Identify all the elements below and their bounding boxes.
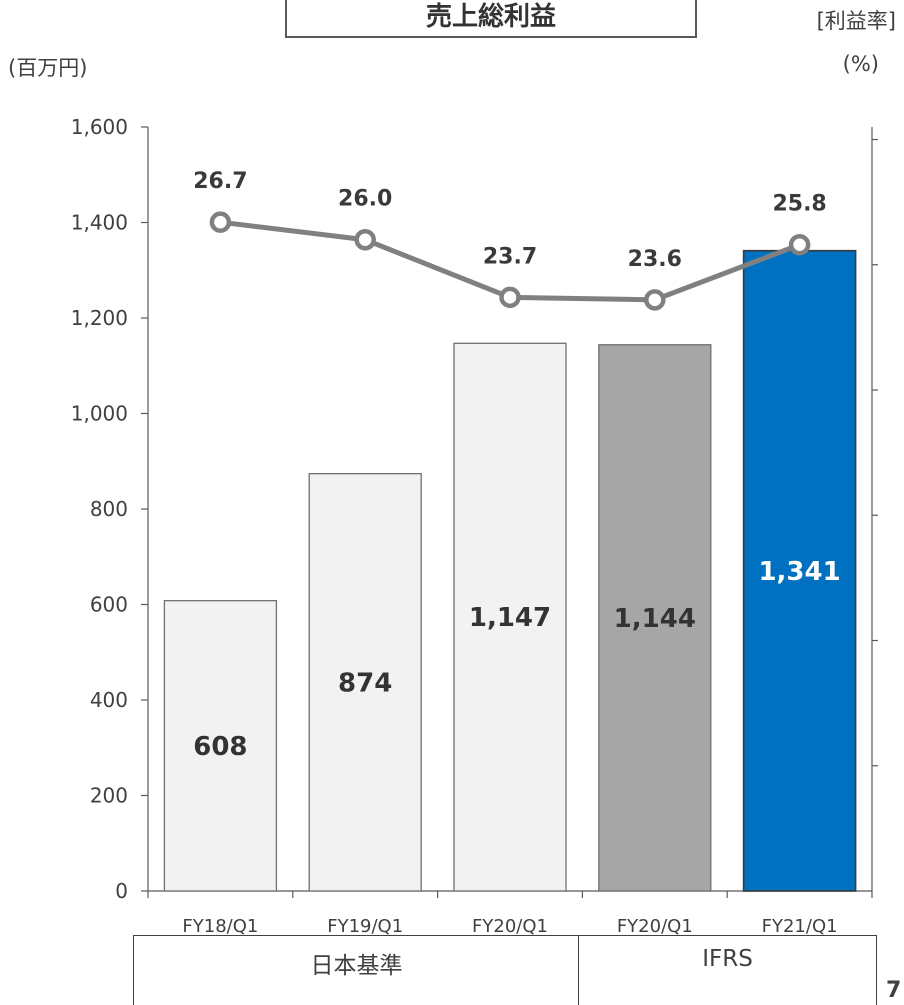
- bar: [308, 473, 422, 892]
- bar-value-label: 874: [338, 668, 392, 698]
- margin-value-label: 23.7: [483, 244, 537, 269]
- right-axis-unit: (%): [842, 52, 879, 76]
- x-tick-label: FY18/Q1: [182, 916, 258, 935]
- y-tick-label: 200: [90, 784, 128, 808]
- left-axis-unit: (百万円): [8, 56, 88, 80]
- bar-value-label: 608: [193, 732, 247, 762]
- margin-value-label: 26.7: [193, 169, 247, 194]
- y-tick-label: 800: [90, 497, 128, 521]
- page-number: 7: [886, 978, 902, 1003]
- bar: [163, 600, 278, 892]
- margin-point: [354, 228, 376, 251]
- y-tick-label: 600: [90, 593, 128, 617]
- chart-canvas: 0 200 400 600 800 1,000 1,200 1,400 1,600 FY18/Q1…: [71, 115, 878, 935]
- x-tick-label: FY19/Q1: [327, 916, 403, 935]
- margin-line: 26.7 26.0 23.7 23.6 25.8: [193, 169, 827, 311]
- group-label: IFRS: [702, 946, 753, 972]
- y-tick-label: 400: [90, 688, 128, 712]
- axes: 0 200 400 600 800 1,000 1,200 1,400 1,600 FY18/Q1…: [71, 115, 878, 935]
- x-tick-label: FY21/Q1: [762, 916, 838, 935]
- y-tick-label: 1,200: [71, 306, 128, 330]
- y-tick-label: 1,600: [71, 115, 128, 139]
- y-tick-label: 1,400: [71, 211, 128, 235]
- margin-value-label: 26.0: [338, 187, 392, 212]
- margin-value-label: 23.6: [628, 247, 682, 272]
- right-axis-unit-label: [利益率]: [816, 9, 896, 33]
- bar-value-label: 1,144: [614, 604, 696, 634]
- bar: [598, 344, 712, 892]
- margin-value-label: 25.8: [772, 192, 826, 217]
- margin-point: [499, 286, 521, 309]
- x-tick-label: FY20/Q1: [472, 916, 548, 935]
- bar: [453, 342, 567, 892]
- group-label: 日本基準: [310, 953, 403, 979]
- y-tick-label: 1,000: [71, 402, 128, 426]
- bar-value-label: 1,341: [758, 557, 840, 587]
- margin-point: [788, 233, 811, 256]
- x-tick-label: FY20/Q1: [617, 916, 693, 935]
- margin-point: [209, 211, 232, 233]
- chart-title: 売上総利益: [285, 0, 697, 38]
- y-tick-label: 0: [115, 879, 128, 903]
- margin-point: [644, 289, 666, 311]
- bar-value-label: 1,147: [469, 603, 551, 633]
- bar: [742, 249, 857, 892]
- group-japan-gaap: 日本基準: [133, 935, 580, 1005]
- bars: 608 874 1,147 1,144 1,341: [163, 249, 857, 892]
- group-ifrs: IFRS: [578, 935, 877, 1005]
